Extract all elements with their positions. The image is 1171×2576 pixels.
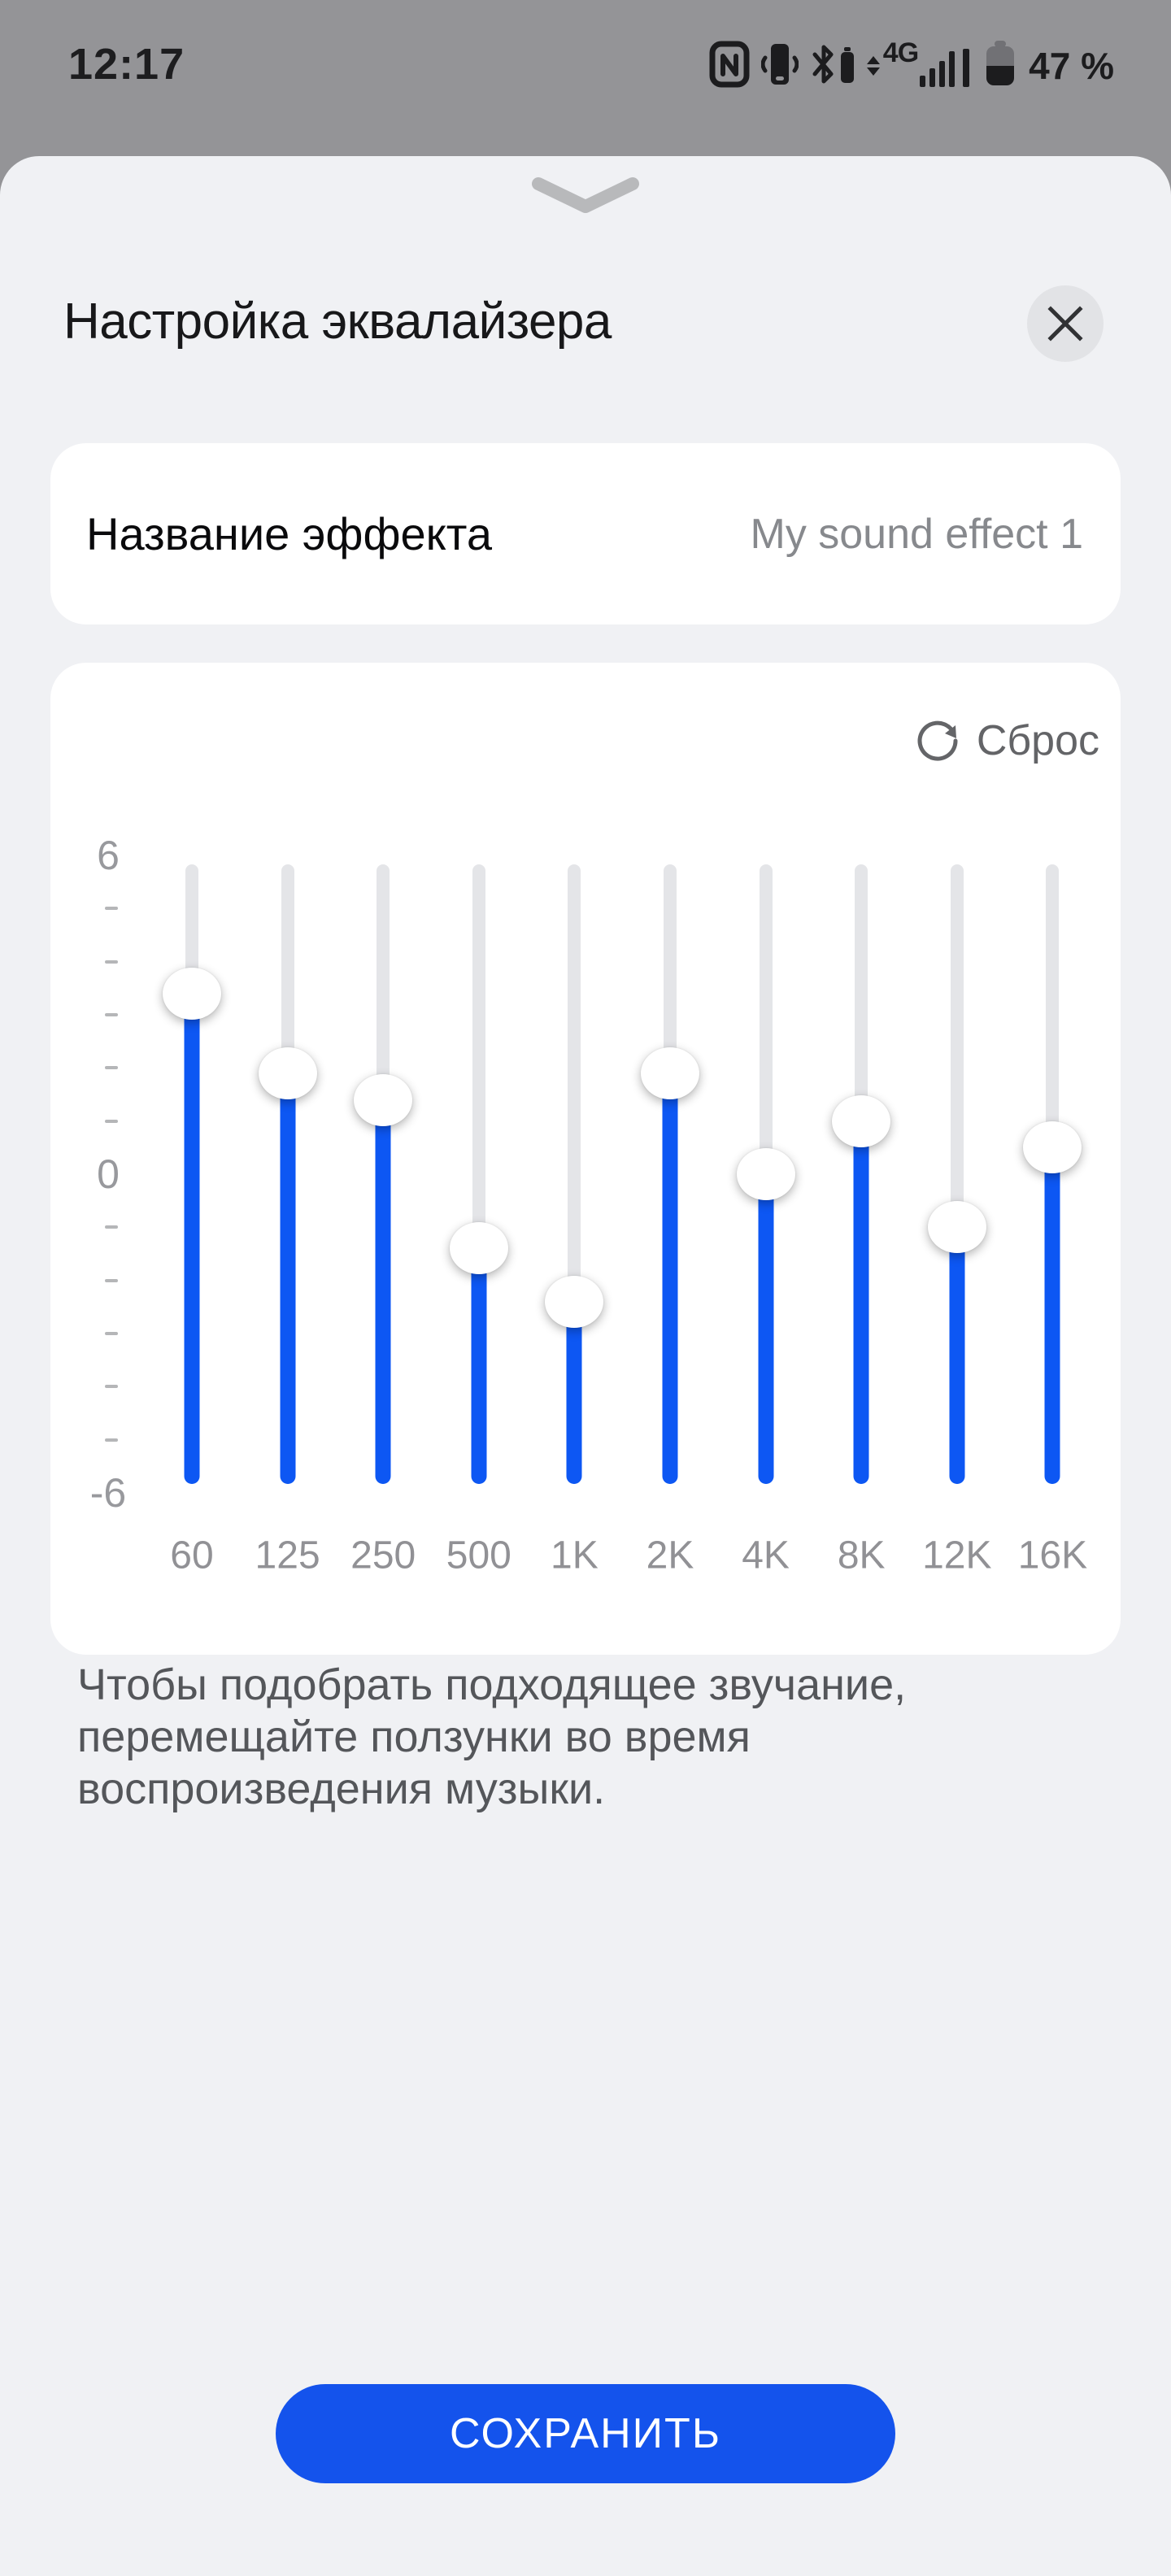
eq-tick: [105, 907, 118, 911]
eq-axis-label: 6: [97, 833, 120, 879]
eq-band-label-125: 125: [255, 1534, 320, 1577]
eq-tick: [105, 1013, 118, 1016]
eq-tick: [105, 1066, 118, 1070]
mobile-signal-icon: 4G: [866, 37, 970, 87]
reset-button[interactable]: Сброс: [915, 716, 1099, 765]
eq-tick: [105, 1119, 118, 1123]
eq-band-label-4K: 4K: [742, 1534, 790, 1577]
reset-label: Сброс: [976, 717, 1099, 764]
eq-slider-thumb-2K[interactable]: [641, 1046, 699, 1099]
eq-slider-fill-4K: [758, 1199, 774, 1484]
status-icons: 4G 47 %: [709, 37, 1114, 92]
eq-tick: [105, 1278, 118, 1282]
eq-band-label-250: 250: [350, 1534, 416, 1577]
eq-band-label-16K: 16K: [1017, 1534, 1088, 1577]
eq-slider-fill-125: [280, 1097, 296, 1484]
data-arrows-icon: [866, 56, 880, 76]
effect-name-label: Название эффекта: [86, 508, 492, 559]
network-type-label: 4G: [882, 37, 919, 68]
eq-slider-thumb-500[interactable]: [449, 1222, 508, 1275]
close-button[interactable]: [1027, 285, 1104, 362]
vibrate-icon: [760, 41, 799, 92]
collapse-chevron-icon[interactable]: [529, 174, 642, 216]
eq-slider-thumb-8K[interactable]: [832, 1094, 891, 1147]
eq-slider-fill-8K: [853, 1145, 869, 1484]
battery-percent: 47 %: [1029, 45, 1114, 87]
eq-slider-thumb-125[interactable]: [258, 1046, 317, 1099]
eq-slider-thumb-16K[interactable]: [1023, 1121, 1082, 1174]
bottom-sheet: Настройка эквалайзера Название эффекта M…: [0, 156, 1171, 2576]
eq-band-label-2K: 2K: [646, 1534, 694, 1577]
eq-tick: [105, 959, 118, 964]
eq-slider-fill-500: [471, 1273, 487, 1484]
eq-band-label-12K: 12K: [922, 1534, 992, 1577]
bluetooth-battery-icon: [810, 41, 855, 92]
status-time: 12:17: [68, 40, 185, 89]
eq-tick: [105, 1331, 118, 1335]
eq-slider-fill-250: [375, 1124, 391, 1484]
description-text: Чтобы подобрать подходящее звучание, пер…: [77, 1660, 907, 1813]
page-title: Настройка эквалайзера: [63, 294, 612, 350]
eq-tick: [105, 1385, 118, 1389]
eq-band-label-1K: 1K: [551, 1534, 599, 1577]
equalizer-card: Сброс 6 0 -6 60 125 250 500 1K 2K 4K 8K 12K 16K: [50, 663, 1121, 1655]
effect-name-field[interactable]: Название эффекта My sound effect 1: [50, 443, 1121, 624]
eq-axis-label: -6: [89, 1469, 127, 1516]
eq-slider-fill-12K: [949, 1251, 965, 1484]
nfc-icon: [709, 41, 750, 92]
status-bar: 12:17: [0, 0, 1171, 156]
signal-bars-icon: [920, 49, 970, 87]
eq-slider-fill-1K: [566, 1325, 582, 1484]
close-icon: [1047, 306, 1083, 342]
eq-slider-thumb-12K[interactable]: [927, 1201, 986, 1254]
eq-slider-fill-2K: [662, 1097, 678, 1484]
eq-slider-fill-60: [184, 1017, 200, 1484]
effect-name-value: My sound effect 1: [750, 510, 1084, 558]
eq-tick: [105, 1438, 118, 1442]
battery-icon: [986, 41, 1015, 85]
eq-band-label-60: 60: [170, 1534, 214, 1577]
save-button[interactable]: СОХРАНИТЬ: [276, 2384, 895, 2483]
eq-slider-thumb-60[interactable]: [163, 967, 221, 1020]
eq-band-label-500: 500: [446, 1534, 511, 1577]
eq-slider-fill-16K: [1044, 1172, 1060, 1484]
reset-icon: [917, 720, 958, 761]
eq-band-label-8K: 8K: [837, 1534, 886, 1577]
eq-slider-thumb-1K[interactable]: [545, 1275, 604, 1328]
eq-axis-label: 0: [97, 1151, 120, 1197]
eq-slider-thumb-4K[interactable]: [736, 1148, 795, 1200]
eq-slider-thumb-250[interactable]: [354, 1073, 413, 1126]
eq-tick: [105, 1225, 118, 1229]
